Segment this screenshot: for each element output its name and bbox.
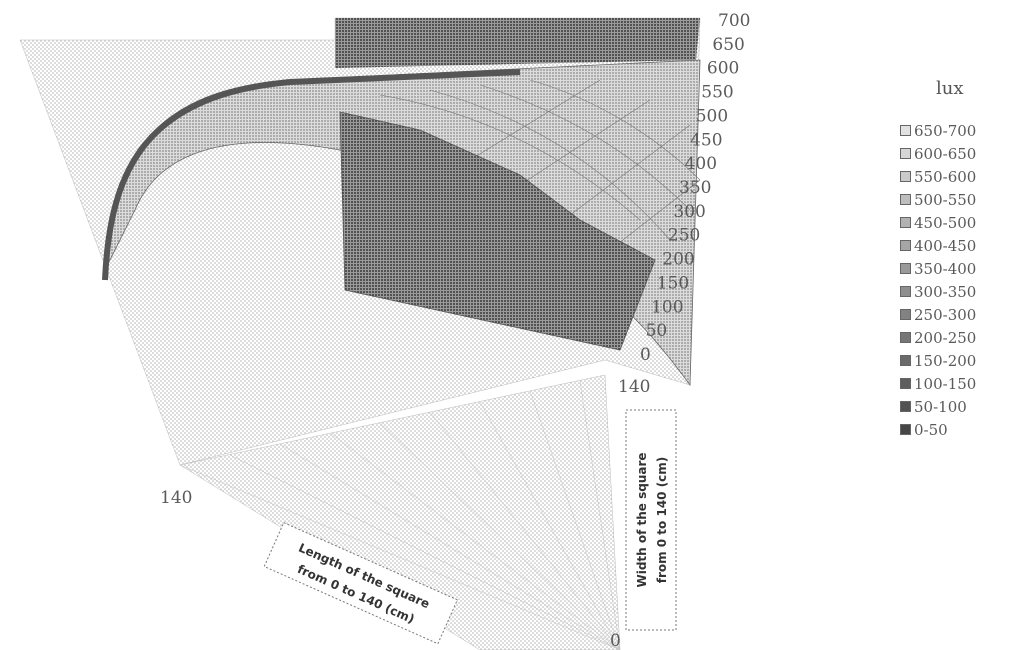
z-tick-label: 550: [701, 83, 733, 103]
legend-item: 350-400: [900, 257, 1010, 280]
z-tick-label: 200: [662, 250, 694, 270]
origin-label: 0: [610, 631, 621, 650]
legend-swatch: [900, 332, 911, 343]
legend-range-label: 450-500: [914, 213, 977, 232]
legend-swatch: [900, 355, 911, 366]
legend-range-label: 550-600: [914, 167, 977, 186]
legend-item: 400-450: [900, 234, 1010, 257]
legend: lux 650-700 600-650 550-600 500-550 450-500 4…: [900, 78, 1010, 441]
legend-range-label: 50-100: [914, 397, 967, 416]
dark-panel: [339, 111, 656, 351]
legend-item: 100-150: [900, 372, 1010, 395]
legend-range-label: 350-400: [914, 259, 977, 278]
legend-item: 150-200: [900, 349, 1010, 372]
z-tick-label: 500: [696, 106, 728, 126]
legend-range-label: 200-250: [914, 328, 977, 347]
z-tick-label: 0: [640, 345, 651, 365]
legend-swatch: [900, 148, 911, 159]
legend-item: 0-50: [900, 418, 1010, 441]
surface-mesh: [379, 79, 701, 251]
length-axis-end-label: 140: [160, 488, 192, 508]
legend-item: 300-350: [900, 280, 1010, 303]
legend-item: 550-600: [900, 165, 1010, 188]
z-tick-label: 250: [668, 226, 700, 246]
z-axis-ticks: 7006506005505004504003503002502001501005…: [640, 11, 750, 365]
z-tick-label: 150: [657, 273, 689, 293]
legend-swatch: [900, 194, 911, 205]
legend-item: 650-700: [900, 119, 1010, 142]
legend-swatch: [900, 240, 911, 251]
legend-item: 250-300: [900, 303, 1010, 326]
width-axis-title-line-2: from 0 to 140 (cm): [655, 457, 669, 584]
width-axis-title-line-1: Width of the square: [635, 452, 649, 587]
legend-swatch: [900, 424, 911, 435]
legend-title: lux: [936, 78, 964, 99]
z-tick-label: 400: [685, 154, 717, 174]
z-tick-label: 50: [646, 321, 668, 341]
legend-range-label: 400-450: [914, 236, 977, 255]
legend-item: 500-550: [900, 188, 1010, 211]
legend-range-label: 650-700: [914, 121, 977, 140]
legend-swatch: [900, 125, 911, 136]
z-tick-label: 300: [673, 202, 705, 222]
legend-range-label: 300-350: [914, 282, 977, 301]
legend-swatch: [900, 286, 911, 297]
legend-swatch: [900, 217, 911, 228]
z-tick-label: 450: [690, 130, 722, 150]
legend-range-label: 250-300: [914, 305, 977, 324]
legend-range-label: 0-50: [914, 420, 948, 439]
top-band: [335, 18, 700, 68]
legend-range-label: 500-550: [914, 190, 977, 209]
z-tick-label: 100: [651, 297, 683, 317]
legend-swatch: [900, 263, 911, 274]
legend-range-label: 600-650: [914, 144, 977, 163]
legend-list: 650-700 600-650 550-600 500-550 450-500 400-4…: [900, 119, 1010, 441]
legend-swatch: [900, 309, 911, 320]
width-axis-end-label: 140: [618, 377, 650, 397]
z-tick-label: 650: [712, 35, 744, 55]
legend-swatch: [900, 401, 911, 412]
floor-grid: [179, 380, 621, 650]
legend-item: 200-250: [900, 326, 1010, 349]
legend-range-label: 150-200: [914, 351, 977, 370]
legend-range-label: 100-150: [914, 374, 977, 393]
legend-item: 50-100: [900, 395, 1010, 418]
surface-rim: [102, 69, 521, 281]
legend-swatch: [900, 378, 911, 389]
z-tick-label: 600: [707, 59, 739, 79]
legend-swatch: [900, 171, 911, 182]
legend-item: 450-500: [900, 211, 1010, 234]
width-axis-title: Width of the square from 0 to 140 (cm): [625, 409, 677, 631]
z-tick-label: 350: [679, 178, 711, 198]
legend-item: 600-650: [900, 142, 1010, 165]
z-tick-label: 700: [718, 11, 750, 31]
